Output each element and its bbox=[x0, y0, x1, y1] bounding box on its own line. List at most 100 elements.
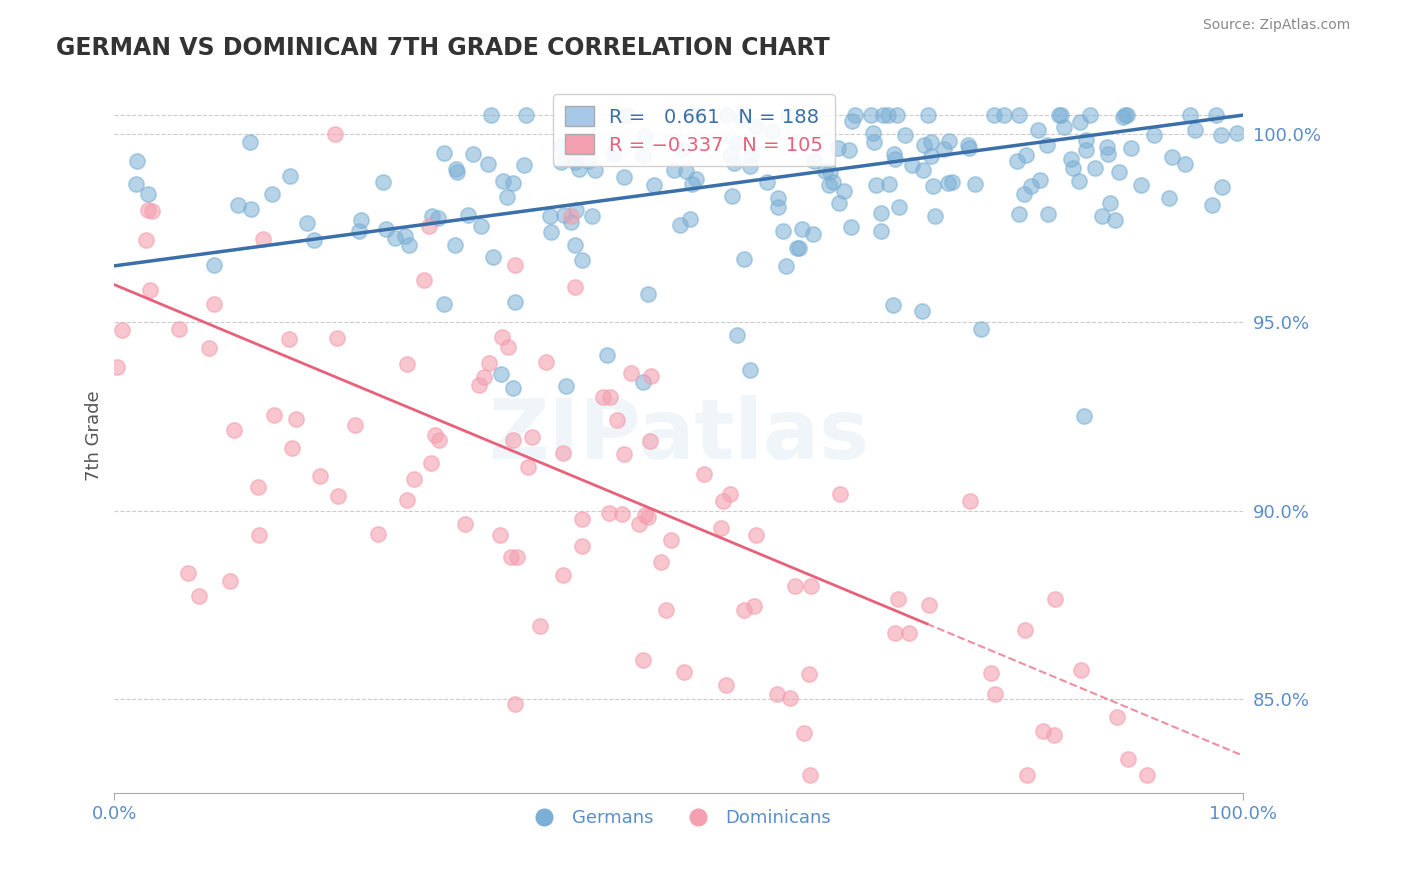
blue bbox=[1121, 141, 1143, 155]
blue bbox=[503, 295, 526, 310]
blue bbox=[669, 218, 692, 232]
blue bbox=[502, 381, 524, 395]
blue bbox=[347, 224, 370, 238]
blue bbox=[433, 297, 456, 311]
blue bbox=[872, 108, 894, 122]
blue bbox=[772, 224, 794, 238]
blue bbox=[957, 141, 980, 155]
pink bbox=[659, 533, 682, 548]
pink bbox=[793, 726, 815, 740]
blue bbox=[574, 108, 596, 122]
pink bbox=[326, 489, 349, 503]
pink bbox=[367, 527, 389, 541]
pink bbox=[571, 539, 593, 553]
blue bbox=[1205, 108, 1227, 122]
Y-axis label: 7th Grade: 7th Grade bbox=[86, 390, 103, 481]
blue bbox=[938, 134, 960, 148]
pink bbox=[281, 441, 304, 455]
blue bbox=[1161, 150, 1184, 164]
blue bbox=[1036, 207, 1059, 221]
pink bbox=[799, 767, 821, 781]
blue bbox=[731, 112, 754, 126]
pink bbox=[1043, 729, 1066, 743]
blue bbox=[922, 178, 945, 193]
Legend: Germans, Dominicans: Germans, Dominicans bbox=[519, 802, 838, 834]
blue bbox=[761, 124, 783, 138]
blue bbox=[917, 108, 939, 122]
pink bbox=[246, 480, 269, 494]
pink bbox=[395, 492, 418, 507]
blue bbox=[865, 178, 887, 192]
blue bbox=[814, 163, 837, 178]
blue bbox=[239, 202, 262, 216]
pink bbox=[638, 434, 661, 448]
blue bbox=[477, 157, 499, 171]
blue bbox=[444, 161, 467, 176]
blue bbox=[725, 136, 748, 150]
blue bbox=[482, 250, 505, 264]
blue bbox=[554, 379, 576, 393]
blue bbox=[373, 175, 395, 189]
blue bbox=[725, 327, 748, 342]
pink bbox=[139, 283, 162, 297]
blue bbox=[302, 233, 325, 247]
blue bbox=[637, 286, 659, 301]
blue bbox=[1074, 132, 1097, 146]
blue bbox=[894, 128, 917, 142]
pink bbox=[571, 512, 593, 526]
blue bbox=[375, 222, 398, 236]
pink bbox=[984, 687, 1007, 701]
blue bbox=[740, 159, 762, 173]
blue bbox=[1047, 108, 1070, 122]
blue bbox=[768, 191, 790, 205]
pink bbox=[1070, 663, 1092, 677]
pink bbox=[325, 127, 347, 141]
blue bbox=[1130, 178, 1153, 193]
Text: GERMAN VS DOMINICAN 7TH GRADE CORRELATION CHART: GERMAN VS DOMINICAN 7TH GRADE CORRELATIO… bbox=[56, 36, 830, 60]
blue bbox=[1098, 195, 1121, 210]
blue bbox=[934, 142, 956, 156]
pink bbox=[472, 369, 495, 384]
blue bbox=[631, 375, 654, 389]
pink bbox=[520, 429, 543, 443]
blue bbox=[882, 298, 904, 312]
blue bbox=[470, 219, 492, 233]
blue bbox=[723, 155, 745, 169]
pink bbox=[263, 408, 285, 422]
pink bbox=[592, 391, 614, 405]
Text: Source: ZipAtlas.com: Source: ZipAtlas.com bbox=[1202, 18, 1350, 32]
blue bbox=[228, 198, 250, 212]
pink bbox=[249, 528, 271, 542]
blue bbox=[1012, 186, 1035, 201]
blue bbox=[384, 230, 406, 244]
blue bbox=[553, 208, 575, 222]
blue bbox=[733, 252, 755, 266]
pink bbox=[959, 494, 981, 508]
blue bbox=[502, 176, 524, 190]
blue bbox=[613, 170, 636, 185]
pink bbox=[224, 423, 246, 437]
blue bbox=[568, 161, 591, 176]
blue bbox=[886, 108, 908, 122]
pink bbox=[502, 434, 524, 448]
pink bbox=[551, 446, 574, 460]
pink bbox=[1136, 767, 1159, 781]
blue bbox=[631, 149, 654, 163]
blue bbox=[1015, 147, 1038, 161]
blue bbox=[877, 178, 900, 192]
blue bbox=[912, 137, 935, 152]
blue bbox=[993, 108, 1015, 122]
blue bbox=[1069, 115, 1091, 129]
blue bbox=[877, 108, 900, 122]
blue bbox=[776, 108, 799, 122]
pink bbox=[505, 697, 527, 711]
blue bbox=[889, 200, 911, 214]
pink bbox=[1116, 752, 1139, 766]
pink bbox=[627, 516, 650, 531]
blue bbox=[202, 258, 225, 272]
blue bbox=[841, 113, 863, 128]
blue bbox=[839, 220, 862, 235]
blue bbox=[827, 141, 849, 155]
pink bbox=[167, 322, 190, 336]
pink bbox=[506, 549, 529, 564]
